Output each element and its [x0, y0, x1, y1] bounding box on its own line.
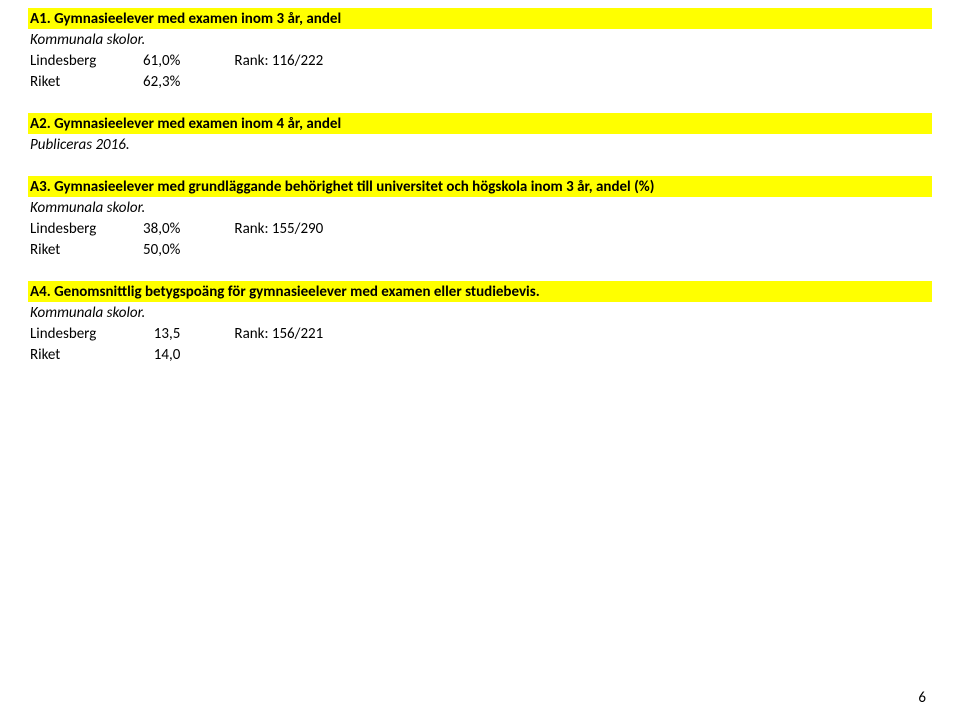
spacer-row	[28, 92, 932, 113]
row-rank: Rank: 156/221	[232, 323, 342, 344]
row-value: 61,0%	[120, 50, 184, 71]
section-a1-riket-row: Riket 62,3%	[28, 71, 932, 92]
section-subtitle: Kommunala skolor.	[28, 302, 343, 323]
section-subtitle: Kommunala skolor.	[28, 197, 343, 218]
section-subtitle: Publiceras 2016.	[28, 134, 343, 155]
row-label: Lindesberg	[28, 218, 120, 239]
row-value: 14,0	[120, 344, 184, 365]
section-a1-lindesberg-row: Lindesberg 61,0% Rank: 116/222	[28, 50, 932, 71]
data-table: A1. Gymnasieelever med examen inom 3 år,…	[28, 8, 932, 365]
section-a1-title-row: A1. Gymnasieelever med examen inom 3 år,…	[28, 8, 932, 29]
row-rank: Rank: 155/290	[232, 218, 342, 239]
section-a2-subtitle-row: Publiceras 2016.	[28, 134, 932, 155]
document-page: A1. Gymnasieelever med examen inom 3 år,…	[0, 0, 960, 365]
spacer-row	[28, 155, 932, 176]
section-a1-subtitle-row: Kommunala skolor.	[28, 29, 932, 50]
section-a4-riket-row: Riket 14,0	[28, 344, 932, 365]
section-a4-lindesberg-row: Lindesberg 13,5 Rank: 156/221	[28, 323, 932, 344]
section-a4-subtitle-row: Kommunala skolor.	[28, 302, 932, 323]
row-value: 38,0%	[120, 218, 184, 239]
section-title: A3. Gymnasieelever med grundläggande beh…	[28, 176, 655, 197]
row-value: 50,0%	[120, 239, 184, 260]
spacer-row	[28, 260, 932, 281]
row-label: Riket	[28, 344, 120, 365]
row-rank: Rank: 116/222	[232, 50, 342, 71]
row-value: 62,3%	[120, 71, 184, 92]
section-a3-lindesberg-row: Lindesberg 38,0% Rank: 155/290	[28, 218, 932, 239]
row-value: 13,5	[120, 323, 184, 344]
row-label: Riket	[28, 71, 120, 92]
section-a2-title-row: A2. Gymnasieelever med examen inom 4 år,…	[28, 113, 932, 134]
section-title: A4. Genomsnittlig betygspoäng för gymnas…	[28, 281, 577, 302]
section-a3-subtitle-row: Kommunala skolor.	[28, 197, 932, 218]
section-subtitle: Kommunala skolor.	[28, 29, 343, 50]
section-a3-riket-row: Riket 50,0%	[28, 239, 932, 260]
section-a4-title-row: A4. Genomsnittlig betygspoäng för gymnas…	[28, 281, 932, 302]
row-label: Lindesberg	[28, 50, 120, 71]
section-title: A2. Gymnasieelever med examen inom 4 år,…	[28, 113, 343, 134]
section-title: A1. Gymnasieelever med examen inom 3 år,…	[28, 8, 343, 29]
row-label: Lindesberg	[28, 323, 120, 344]
row-label: Riket	[28, 239, 120, 260]
section-a3-title-row: A3. Gymnasieelever med grundläggande beh…	[28, 176, 932, 197]
page-number: 6	[918, 689, 926, 707]
